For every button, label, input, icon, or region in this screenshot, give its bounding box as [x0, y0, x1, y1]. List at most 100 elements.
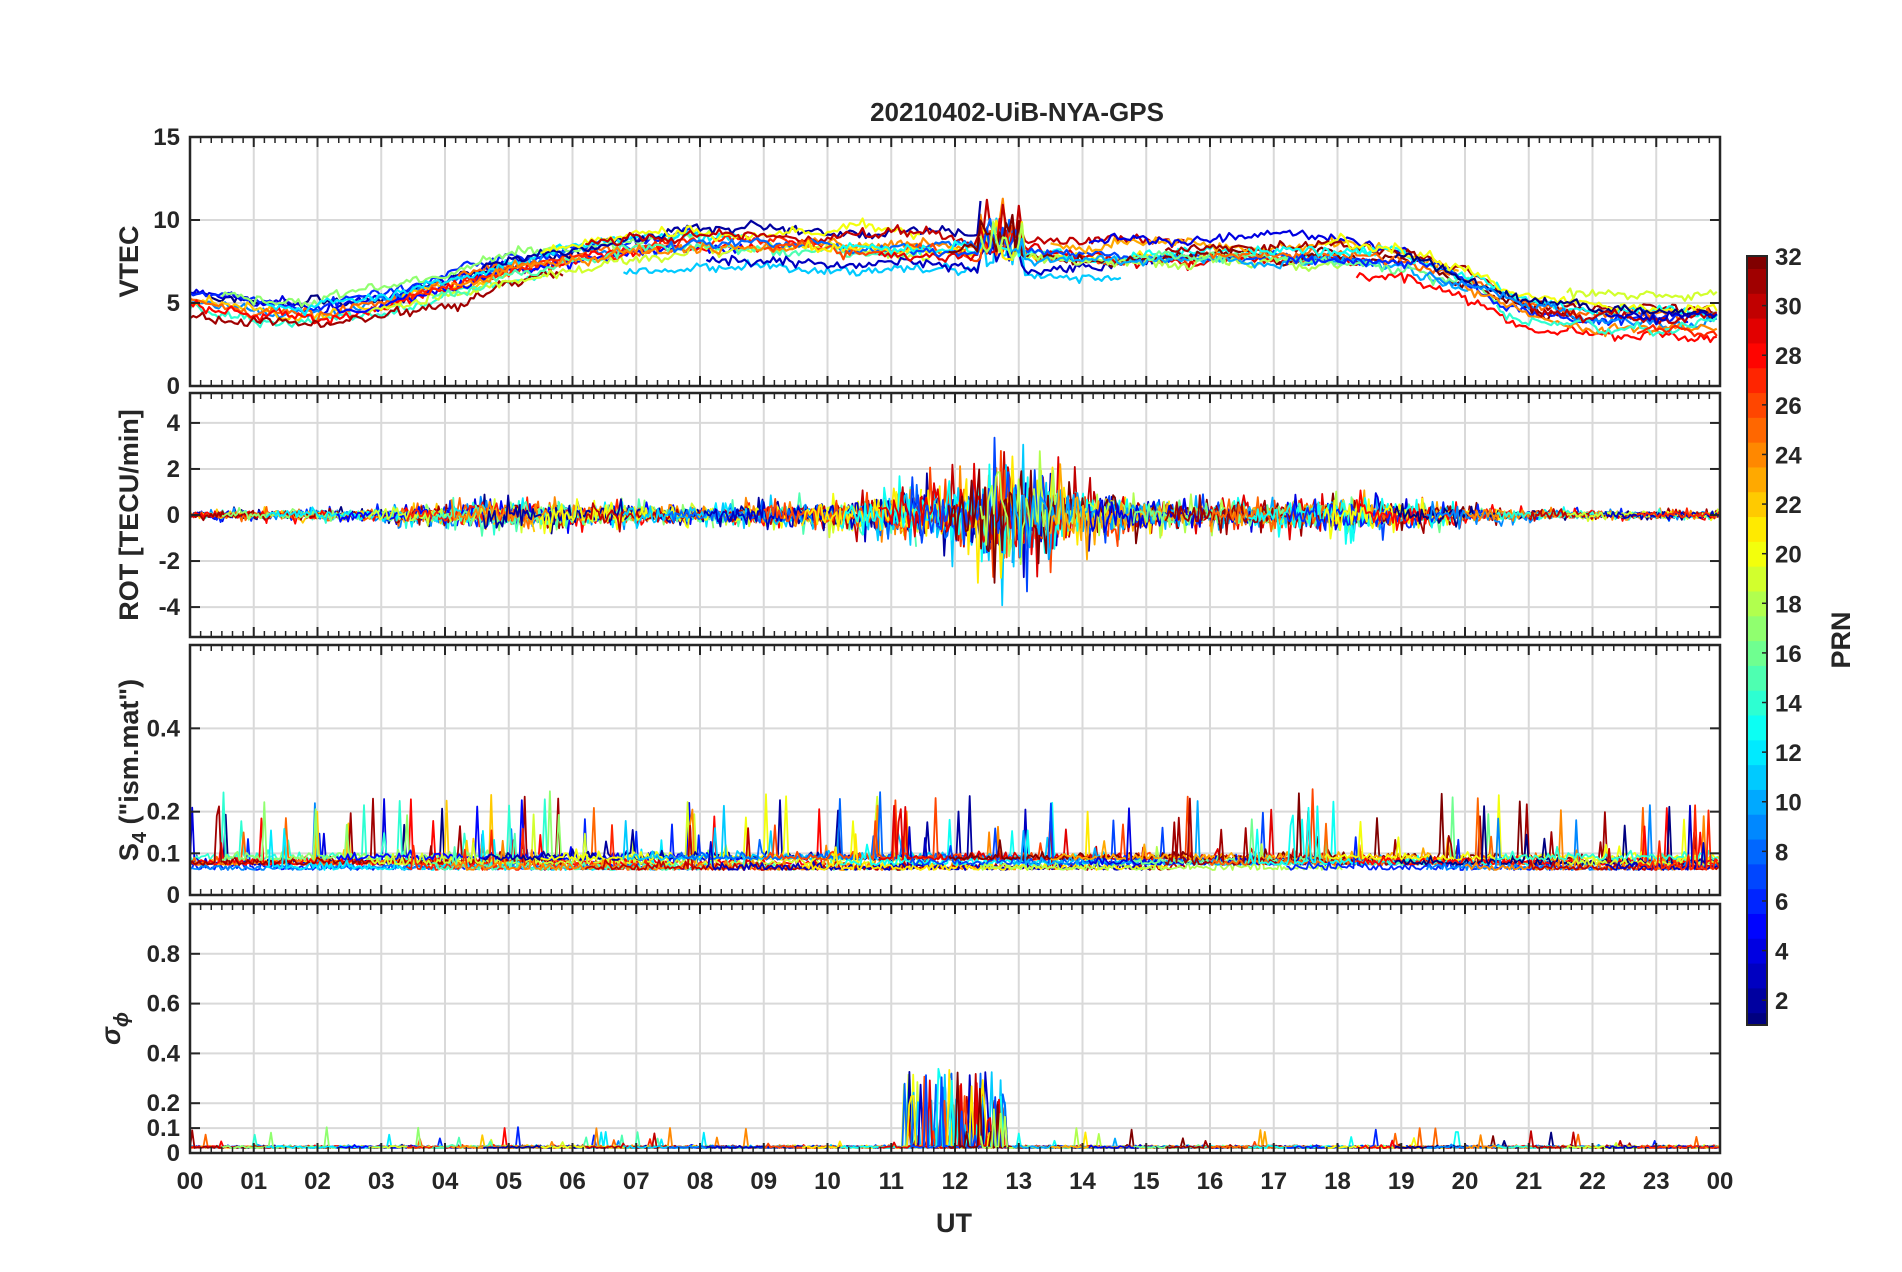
y-tick-label: 0.1 — [147, 840, 180, 867]
x-tick-label: 22 — [1579, 1168, 1606, 1195]
colorbar-band — [1747, 392, 1767, 418]
colorbar-tick-label: 32 — [1775, 244, 1802, 271]
colorbar-band — [1747, 268, 1767, 294]
colorbar-band — [1747, 417, 1767, 443]
figure-title: 20210402-UiB-NYA-GPS — [870, 97, 1164, 127]
colorbar-band — [1747, 690, 1767, 716]
x-tick-label: 19 — [1388, 1168, 1415, 1195]
y-tick-label: 15 — [153, 124, 180, 151]
x-tick-label: 20 — [1452, 1168, 1479, 1195]
x-tick-label: 00 — [177, 1168, 204, 1195]
x-tick-label: 16 — [1197, 1168, 1224, 1195]
colorbar-band — [1747, 516, 1767, 542]
colorbar-tick-label: 12 — [1775, 740, 1802, 767]
x-tick-label: 15 — [1133, 1168, 1160, 1195]
y-axis-label: S4 ("ism.mat") — [114, 679, 151, 861]
y-tick-label: 0.1 — [147, 1115, 180, 1142]
colorbar-band — [1747, 342, 1767, 369]
series-prn-27 — [1636, 1144, 1720, 1149]
colorbar-tick-label: 8 — [1775, 839, 1788, 866]
series-prn-1 — [1394, 252, 1718, 322]
colorbar-tick-label: 18 — [1775, 591, 1802, 618]
x-tick-label: 02 — [304, 1168, 331, 1195]
y-axis-label: σϕ — [96, 1012, 133, 1045]
colorbar-band — [1747, 913, 1767, 939]
x-tick-label: 17 — [1260, 1168, 1287, 1195]
series-prn-27 — [1636, 804, 1720, 871]
series-prn-24 — [1464, 285, 1718, 338]
x-tick-label: 01 — [240, 1168, 267, 1195]
series-prn-18 — [979, 843, 1343, 871]
series-prn-24 — [451, 197, 1017, 287]
y-axis-label: ROT [TECU/min] — [114, 409, 144, 620]
x-tick-label: 13 — [1005, 1168, 1032, 1195]
colorbar-tick-label: 26 — [1775, 393, 1802, 420]
colorbar-band — [1747, 838, 1767, 865]
x-tick-label: 04 — [432, 1168, 459, 1195]
colorbar-band — [1747, 987, 1767, 1014]
x-tick-label: 11 — [879, 1168, 904, 1195]
colorbar-tick-label: 22 — [1775, 492, 1802, 519]
x-tick-label: 06 — [559, 1168, 586, 1195]
colorbar-band — [1747, 938, 1767, 964]
series-prn-21 — [801, 810, 1169, 871]
panel-rot: -4 -2 0 2 4 ROT [TECU/min] — [114, 391, 1722, 639]
series-prn-8 — [667, 218, 1014, 255]
series-group — [190, 197, 1718, 344]
colorbar-band — [1747, 318, 1767, 344]
colorbar-band — [1747, 764, 1767, 790]
x-tick-label: 08 — [687, 1168, 714, 1195]
colorbar-band — [1747, 442, 1767, 468]
colorbar-tick-label: 6 — [1775, 889, 1788, 916]
y-tick-label: 2 — [167, 456, 180, 483]
series-prn-30 — [585, 198, 1185, 249]
colorbar-tick-label: 2 — [1775, 988, 1788, 1015]
x-tick-label: 00 — [1707, 1168, 1734, 1195]
colorbar-tick-label: 16 — [1775, 641, 1802, 668]
y-axis-label: VTEC — [114, 225, 144, 297]
y-tick-label: 5 — [167, 290, 180, 317]
y-tick-label: 10 — [153, 207, 180, 234]
colorbar-band — [1747, 293, 1767, 319]
y-tick-label: 0.6 — [147, 991, 180, 1018]
x-tick-label: 05 — [495, 1168, 522, 1195]
colorbar-tick-label: 4 — [1775, 939, 1789, 966]
x-tick-label: 10 — [814, 1168, 841, 1195]
colorbar-band — [1747, 590, 1767, 617]
colorbar-band — [1747, 888, 1767, 914]
colorbar-band — [1747, 739, 1767, 766]
x-axis-label: UT — [936, 1208, 972, 1238]
y-tick-label: 0 — [167, 1140, 180, 1167]
y-tick-label: 0.4 — [147, 1040, 181, 1067]
colorbar-tick-label: 20 — [1775, 542, 1802, 569]
y-tick-label: 0.2 — [147, 1090, 180, 1117]
y-tick-label: 0.4 — [147, 715, 181, 742]
series-prn-26 — [763, 224, 1319, 266]
x-tick-label: 23 — [1643, 1168, 1670, 1195]
x-tick-label: 12 — [942, 1168, 969, 1195]
y-tick-label: 4 — [167, 410, 181, 437]
series-prn-19 — [1566, 287, 1718, 302]
colorbar-band — [1747, 665, 1767, 691]
x-tick-label: 03 — [368, 1168, 395, 1195]
series-prn-20 — [1324, 232, 1718, 314]
x-tick-label: 07 — [623, 1168, 650, 1195]
y-tick-label: -2 — [159, 548, 180, 575]
series-prn-30 — [1527, 302, 1718, 325]
y-tick-label: 0 — [167, 882, 180, 909]
panel-vtec: 0 5 10 15 VTEC — [114, 124, 1722, 400]
x-tick-label: 09 — [750, 1168, 777, 1195]
series-prn-17 — [221, 229, 714, 308]
x-tick-label: 14 — [1069, 1168, 1096, 1195]
colorbar-band — [1747, 491, 1767, 518]
y-tick-label: 0 — [167, 373, 180, 400]
series-prn-10 — [1011, 238, 1469, 292]
colorbar-tick-label: 30 — [1775, 294, 1802, 321]
panel-s4: 0 0.1 0.2 0.4S4 ("ism.mat") — [114, 643, 1722, 909]
colorbar-band — [1747, 640, 1767, 666]
colorbar-band — [1747, 1012, 1767, 1026]
colorbar-band — [1747, 367, 1767, 394]
colorbar-band — [1747, 714, 1767, 741]
